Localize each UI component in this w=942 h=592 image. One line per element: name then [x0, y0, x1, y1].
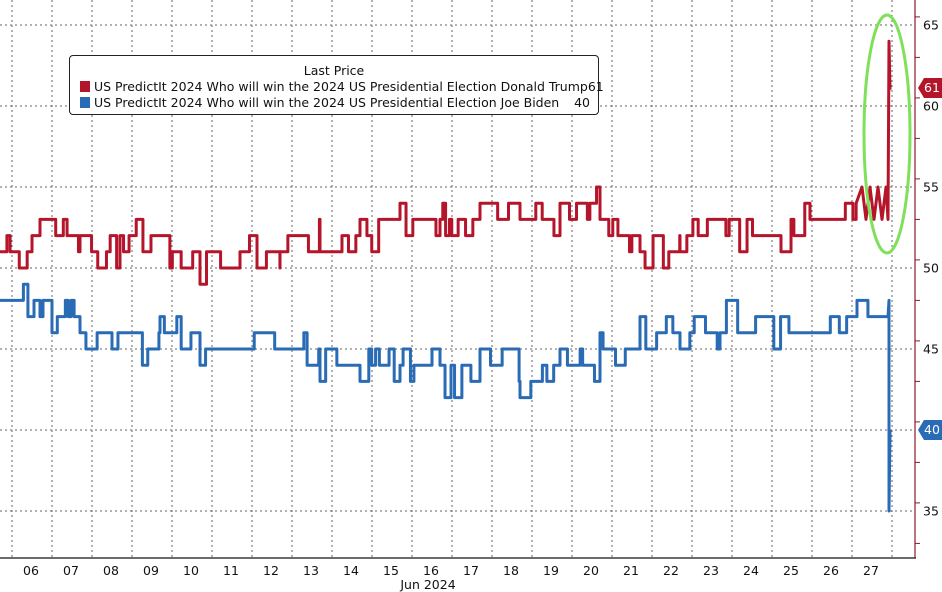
x-tick-23: 23 — [703, 563, 719, 578]
x-tick-21: 21 — [623, 563, 639, 578]
x-tick-06: 06 — [23, 563, 39, 578]
x-tick-18: 18 — [503, 563, 519, 578]
x-tick-27: 27 — [863, 563, 879, 578]
y-tick-45: 45 — [923, 341, 939, 357]
trump-swatch-icon — [80, 80, 90, 92]
x-tick-14: 14 — [343, 563, 359, 578]
x-tick-17: 17 — [463, 563, 479, 578]
y-tick-60: 60 — [923, 98, 939, 114]
legend-label: US PredictIt 2024 Who will win the 2024 … — [94, 94, 560, 110]
biden-swatch-icon — [80, 96, 90, 108]
x-tick-22: 22 — [663, 563, 679, 578]
highlight-ellipse — [862, 13, 912, 255]
legend-title: Last Price — [303, 63, 365, 78]
gridlines — [0, 0, 915, 558]
y-tick-50: 50 — [923, 260, 939, 276]
x-tick-12: 12 — [263, 563, 279, 578]
series-lines — [0, 13, 912, 513]
x-tick-16: 16 — [423, 563, 439, 578]
x-tick-20: 20 — [583, 563, 599, 578]
x-tick-26: 26 — [823, 563, 839, 578]
trump-last-price-tag: 61 — [918, 78, 942, 98]
y-tick-65: 65 — [923, 17, 939, 33]
x-tick-07: 07 — [63, 563, 79, 578]
axes — [0, 0, 920, 559]
x-tick-10: 10 — [183, 563, 199, 578]
legend-value: 61 — [587, 78, 604, 94]
x-tick-11: 11 — [223, 563, 239, 578]
y-tick-35: 35 — [923, 503, 939, 519]
legend-item-biden: US PredictIt 2024 Who will win the 2024 … — [70, 94, 598, 110]
x-tick-13: 13 — [303, 563, 319, 578]
biden-last-price-tag: 40 — [918, 420, 942, 440]
x-axis-unit: Jun 2024 — [400, 577, 456, 592]
x-tick-25: 25 — [783, 563, 799, 578]
legend-value: 40 — [574, 94, 590, 110]
x-tick-24: 24 — [743, 563, 759, 578]
y-tick-55: 55 — [923, 179, 939, 195]
legend-item-trump: US PredictIt 2024 Who will win the 2024 … — [70, 78, 604, 94]
legend-label: US PredictIt 2024 Who will win the 2024 … — [94, 78, 588, 94]
legend: Last Price US PredictIt 2024 Who will wi… — [69, 55, 604, 115]
x-tick-08: 08 — [103, 563, 119, 578]
x-tick-09: 09 — [143, 563, 159, 578]
x-tick-15: 15 — [383, 563, 399, 578]
x-tick-19: 19 — [543, 563, 559, 578]
